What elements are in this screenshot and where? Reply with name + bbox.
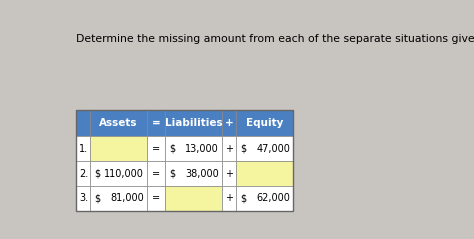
Bar: [165, 136, 222, 161]
Text: 38,000: 38,000: [185, 168, 219, 179]
Text: Equity: Equity: [246, 118, 283, 128]
Bar: [76, 186, 90, 211]
Text: 47,000: 47,000: [256, 144, 290, 154]
Bar: [90, 136, 146, 161]
Text: $: $: [94, 168, 100, 179]
Bar: [90, 161, 146, 186]
Bar: [165, 186, 222, 211]
Bar: [146, 161, 165, 186]
Text: 110,000: 110,000: [104, 168, 144, 179]
Text: +: +: [225, 193, 233, 203]
Text: =: =: [152, 193, 160, 203]
Text: Determine the missing amount from each of the separate situations given below.: Determine the missing amount from each o…: [76, 34, 474, 44]
Text: =: =: [152, 144, 160, 154]
Text: Assets: Assets: [99, 118, 137, 128]
Bar: [76, 161, 90, 186]
Bar: [222, 136, 236, 161]
Text: $: $: [169, 144, 175, 154]
Text: 81,000: 81,000: [110, 193, 144, 203]
Bar: [236, 186, 293, 211]
Text: 3.: 3.: [79, 193, 88, 203]
Bar: [76, 110, 90, 136]
Text: 13,000: 13,000: [185, 144, 219, 154]
Text: $: $: [240, 193, 246, 203]
Text: +: +: [225, 168, 233, 179]
Bar: [236, 110, 293, 136]
Text: $: $: [169, 168, 175, 179]
Bar: [76, 110, 293, 211]
Text: +: +: [225, 144, 233, 154]
Text: +: +: [225, 118, 233, 128]
Text: Liabilities: Liabilities: [164, 118, 222, 128]
Bar: [146, 136, 165, 161]
Bar: [165, 110, 222, 136]
Text: 62,000: 62,000: [256, 193, 290, 203]
Bar: [236, 136, 293, 161]
Bar: [76, 136, 90, 161]
Bar: [222, 161, 236, 186]
Bar: [222, 110, 236, 136]
Text: =: =: [152, 118, 160, 128]
Text: 2.: 2.: [79, 168, 88, 179]
Text: $: $: [94, 193, 100, 203]
Bar: [90, 110, 146, 136]
Text: =: =: [152, 168, 160, 179]
Bar: [165, 161, 222, 186]
Bar: [146, 186, 165, 211]
Bar: [146, 110, 165, 136]
Text: 1.: 1.: [79, 144, 88, 154]
Text: $: $: [240, 144, 246, 154]
Bar: [236, 161, 293, 186]
Bar: [222, 186, 236, 211]
Bar: [90, 186, 146, 211]
